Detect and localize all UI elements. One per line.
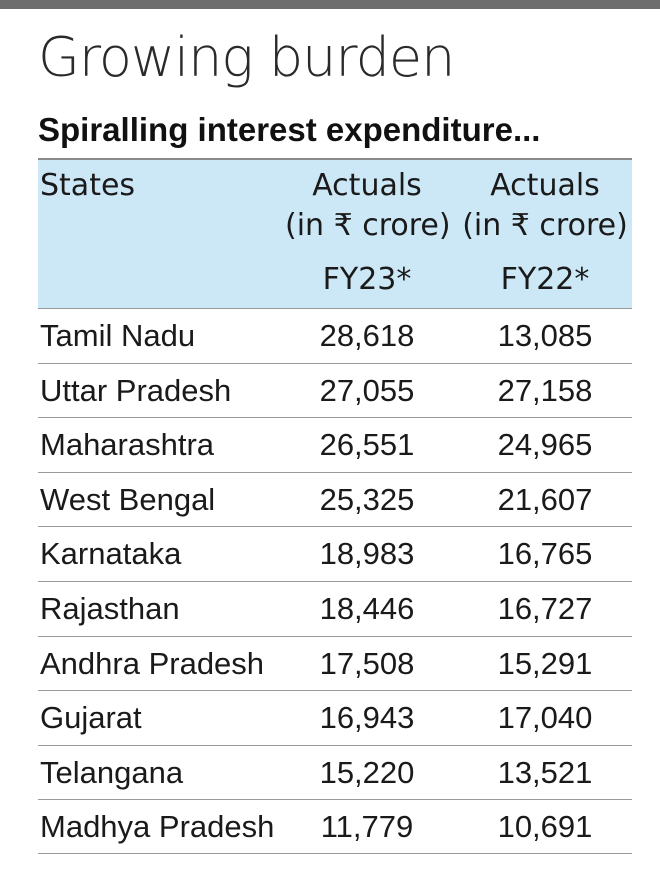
fy22-cell: 10,691 [497, 809, 593, 845]
fy23-cell: 16,943 [319, 700, 415, 736]
fy22-cell: 15,291 [497, 645, 593, 681]
state-cell: Andhra Pradesh [40, 645, 265, 681]
state-cell: Maharashtra [40, 427, 215, 463]
state-cell: Rajasthan [40, 590, 180, 626]
fy22-cell: 13,085 [497, 318, 593, 353]
state-cell: Madhya Pradesh [40, 809, 275, 845]
header-fy22-line2: (in ₹ crore) [462, 208, 628, 243]
table-body: Tamil Nadu 28,618 13,085 Uttar Pradesh 27,05… [38, 308, 632, 854]
header-fy22-year: FY22* [500, 262, 590, 297]
state-cell: Gujarat [40, 700, 142, 736]
fy22-cell: 27,158 [497, 372, 593, 408]
state-cell: Karnataka [40, 536, 182, 572]
fy22-cell: 16,765 [497, 536, 593, 572]
table-row: Telangana 15,220 13,521 [38, 744, 632, 800]
header-fy23-line2: (in ₹ crore) [285, 208, 451, 243]
fy23-cell: 17,508 [319, 645, 415, 681]
fy23-cell: 18,446 [319, 590, 415, 626]
table-row: Andhra Pradesh 17,508 15,291 [38, 635, 632, 691]
header-fy23-line1: Actuals [312, 168, 422, 203]
header-fy23-year: FY23* [322, 262, 412, 297]
chart-subtitle: Spiralling interest expenditure... [38, 111, 541, 148]
fy23-cell: 25,325 [319, 481, 415, 517]
fy23-cell: 26,551 [319, 427, 415, 463]
table-row: Maharashtra 26,551 24,965 [38, 417, 632, 472]
table-row: Gujarat 16,943 17,040 [38, 690, 632, 745]
table-header: States Actuals (in ₹ crore) FY23* Actual… [38, 158, 632, 308]
chart-title: Growing burden [38, 26, 455, 89]
header-fy22: Actuals (in ₹ crore) FY22* [460, 166, 630, 300]
data-table: States Actuals (in ₹ crore) FY23* Actual… [38, 158, 632, 854]
fy23-cell: 27,055 [319, 372, 415, 408]
fy22-cell: 21,607 [497, 481, 593, 517]
table-row: Tamil Nadu 28,618 13,085 [38, 308, 632, 363]
fy23-cell: 28,618 [319, 318, 415, 353]
fy22-cell: 24,965 [497, 427, 593, 463]
fy23-cell: 15,220 [319, 754, 415, 790]
header-fy23: Actuals (in ₹ crore) FY23* [285, 166, 451, 300]
fy22-cell: 13,521 [497, 754, 593, 790]
table-row: West Bengal 25,325 21,607 [38, 471, 632, 527]
state-cell: Uttar Pradesh [40, 372, 232, 408]
top-rule [0, 0, 660, 9]
table-row: Madhya Pradesh 11,779 10,691 [38, 799, 632, 854]
state-cell: Telangana [40, 754, 184, 790]
fy22-cell: 16,727 [497, 590, 593, 626]
table-row: Karnataka 18,983 16,765 [38, 526, 632, 581]
table-row: Rajasthan 18,446 16,727 [38, 580, 632, 636]
state-cell: West Bengal [40, 481, 216, 517]
state-cell: Tamil Nadu [40, 318, 196, 353]
fy22-cell: 17,040 [497, 700, 593, 736]
fy23-cell: 18,983 [319, 536, 415, 572]
table-row: Uttar Pradesh 27,055 27,158 [38, 362, 632, 418]
header-states: States [40, 168, 136, 203]
fy23-cell: 11,779 [320, 809, 414, 845]
header-fy22-line1: Actuals [490, 168, 600, 203]
